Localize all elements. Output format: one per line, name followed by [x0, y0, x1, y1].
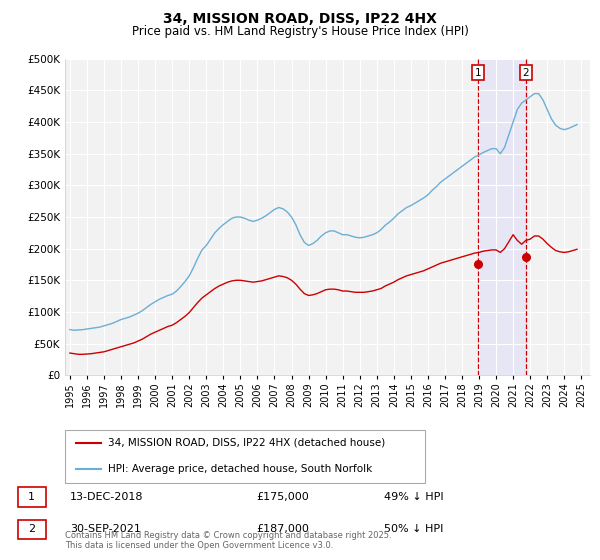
FancyBboxPatch shape: [65, 430, 425, 483]
Text: 1: 1: [28, 492, 35, 502]
Text: 34, MISSION ROAD, DISS, IP22 4HX (detached house): 34, MISSION ROAD, DISS, IP22 4HX (detach…: [108, 438, 385, 448]
Text: 34, MISSION ROAD, DISS, IP22 4HX: 34, MISSION ROAD, DISS, IP22 4HX: [163, 12, 437, 26]
Text: 50% ↓ HPI: 50% ↓ HPI: [385, 524, 444, 534]
Text: Price paid vs. HM Land Registry's House Price Index (HPI): Price paid vs. HM Land Registry's House …: [131, 25, 469, 38]
Text: HPI: Average price, detached house, South Norfolk: HPI: Average price, detached house, Sout…: [108, 464, 372, 474]
Text: 49% ↓ HPI: 49% ↓ HPI: [385, 492, 444, 502]
FancyBboxPatch shape: [18, 487, 46, 507]
Text: £187,000: £187,000: [256, 524, 310, 534]
Text: 30-SEP-2021: 30-SEP-2021: [70, 524, 141, 534]
FancyBboxPatch shape: [18, 520, 46, 539]
Text: 13-DEC-2018: 13-DEC-2018: [70, 492, 144, 502]
Text: 2: 2: [28, 524, 35, 534]
Bar: [478, 59, 526, 375]
Text: £175,000: £175,000: [256, 492, 309, 502]
Text: Contains HM Land Registry data © Crown copyright and database right 2025.
This d: Contains HM Land Registry data © Crown c…: [65, 530, 391, 550]
Text: 1: 1: [475, 68, 481, 78]
Text: 2: 2: [523, 68, 529, 78]
